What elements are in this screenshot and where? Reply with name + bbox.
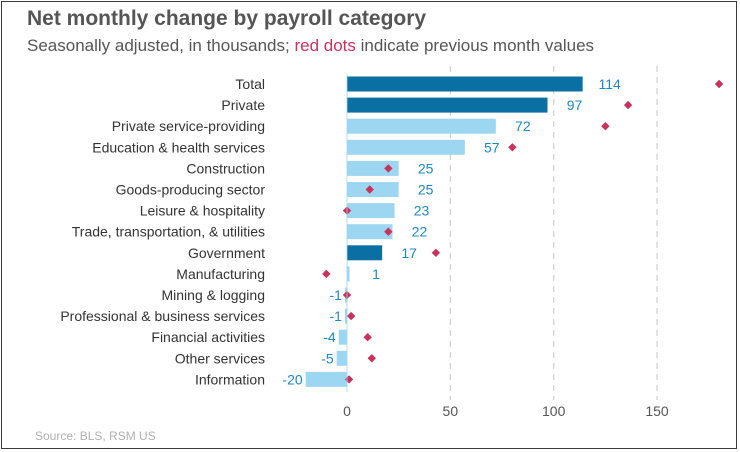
category-label-construction: Construction — [186, 160, 265, 176]
value-label-private: 97 — [567, 97, 583, 113]
bar-government — [347, 245, 383, 261]
subtitle-text: Seasonally adjusted, in thousands; — [27, 36, 295, 55]
bar-total — [347, 76, 583, 92]
subtitle-text-end: indicate previous month values — [355, 36, 595, 55]
subtitle-red-dots: red dots — [294, 36, 356, 55]
previous-month-dot-total — [714, 79, 724, 89]
previous-month-dot-private-service-providing — [601, 122, 610, 131]
bar-financial-activities — [338, 329, 347, 345]
bar-professional-business-services — [344, 308, 348, 324]
value-label-professional-business-services: -1 — [329, 308, 342, 324]
value-label-information: -20 — [282, 371, 302, 387]
previous-month-dot-manufacturing — [322, 269, 331, 279]
previous-month-dot-other-services — [367, 354, 377, 363]
x-tick-label-100: 100 — [542, 403, 566, 419]
bar-education-health-services — [347, 139, 465, 155]
category-label-private: Private — [221, 97, 265, 113]
bar-private — [347, 97, 548, 113]
value-label-private-service-providing: 72 — [515, 118, 531, 134]
previous-month-dot-government — [431, 248, 441, 257]
previous-month-dot-construction — [384, 164, 393, 173]
category-label-trade-transportation-utilities: Trade, transportation, & utilities — [72, 224, 265, 240]
bar-other-services — [336, 350, 347, 366]
bar-information — [305, 371, 347, 387]
previous-month-dot-private — [623, 100, 633, 110]
category-label-total: Total — [235, 76, 265, 92]
bar-construction — [347, 160, 399, 176]
previous-month-dot-goods-producing-sector — [365, 185, 374, 194]
category-label-leisure-hospitality: Leisure & hospitality — [140, 203, 265, 219]
category-label-education-health-services: Education & health services — [92, 139, 265, 155]
source-note: Source: BLS, RSM US — [35, 429, 156, 443]
value-label-total: 114 — [598, 76, 621, 92]
value-label-manufacturing: 1 — [372, 266, 380, 282]
x-tick-label-150: 150 — [645, 403, 669, 419]
value-label-financial-activities: -4 — [323, 329, 336, 345]
value-label-trade-transportation-utilities: 22 — [412, 224, 428, 240]
category-label-financial-activities: Financial activities — [151, 329, 265, 345]
value-label-construction: 25 — [418, 160, 434, 176]
previous-month-dot-financial-activities — [363, 333, 372, 342]
bar-leisure-hospitality — [347, 203, 395, 219]
value-label-leisure-hospitality: 23 — [414, 203, 430, 219]
x-tick-label-0: 0 — [343, 403, 351, 419]
value-label-goods-producing-sector: 25 — [418, 182, 434, 198]
value-label-other-services: -5 — [321, 350, 334, 366]
category-label-other-services: Other services — [175, 350, 265, 366]
category-label-mining-logging: Mining & logging — [161, 287, 265, 303]
bar-trade-transportation-utilities — [347, 224, 393, 240]
value-label-government: 17 — [401, 245, 417, 261]
category-label-government: Government — [188, 245, 265, 261]
bar-private-service-providing — [347, 118, 496, 134]
previous-month-dot-professional-business-services — [346, 311, 356, 321]
category-label-manufacturing: Manufacturing — [176, 266, 265, 282]
category-label-information: Information — [195, 371, 265, 387]
x-tick-label-50: 50 — [443, 403, 459, 419]
chart-title: Net monthly change by payroll category — [27, 7, 427, 30]
value-label-mining-logging: -1 — [329, 287, 342, 303]
category-label-private-service-providing: Private service-providing — [112, 118, 265, 134]
previous-month-dot-trade-transportation-utilities — [384, 227, 393, 236]
bar-manufacturing — [347, 266, 350, 282]
value-label-education-health-services: 57 — [484, 139, 500, 155]
category-label-professional-business-services: Professional & business services — [60, 308, 265, 324]
chart-subtitle: Seasonally adjusted, in thousands; red d… — [27, 36, 594, 56]
previous-month-dot-education-health-services — [508, 143, 517, 152]
category-label-goods-producing-sector: Goods-producing sector — [116, 182, 266, 198]
